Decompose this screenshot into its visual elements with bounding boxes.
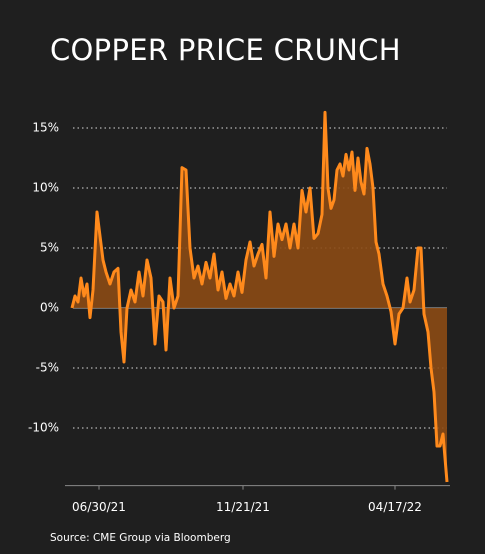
x-tick-label: 04/17/22 bbox=[368, 500, 422, 514]
y-tick-label: 10% bbox=[32, 181, 59, 195]
y-tick-label: -5% bbox=[36, 361, 59, 375]
source-note: Source: CME Group via Bloomberg bbox=[50, 532, 231, 544]
x-tick-label: 06/30/21 bbox=[72, 500, 126, 514]
y-tick-label: 0% bbox=[40, 301, 59, 315]
y-tick-label: 15% bbox=[32, 121, 59, 135]
price-line bbox=[70, 110, 449, 483]
x-tick-label: 11/21/21 bbox=[216, 500, 270, 514]
area-fill bbox=[72, 112, 447, 483]
chart-title: COPPER PRICE CRUNCH bbox=[50, 33, 401, 67]
y-tick-label: 5% bbox=[40, 241, 59, 255]
y-tick-label: -10% bbox=[28, 421, 59, 435]
